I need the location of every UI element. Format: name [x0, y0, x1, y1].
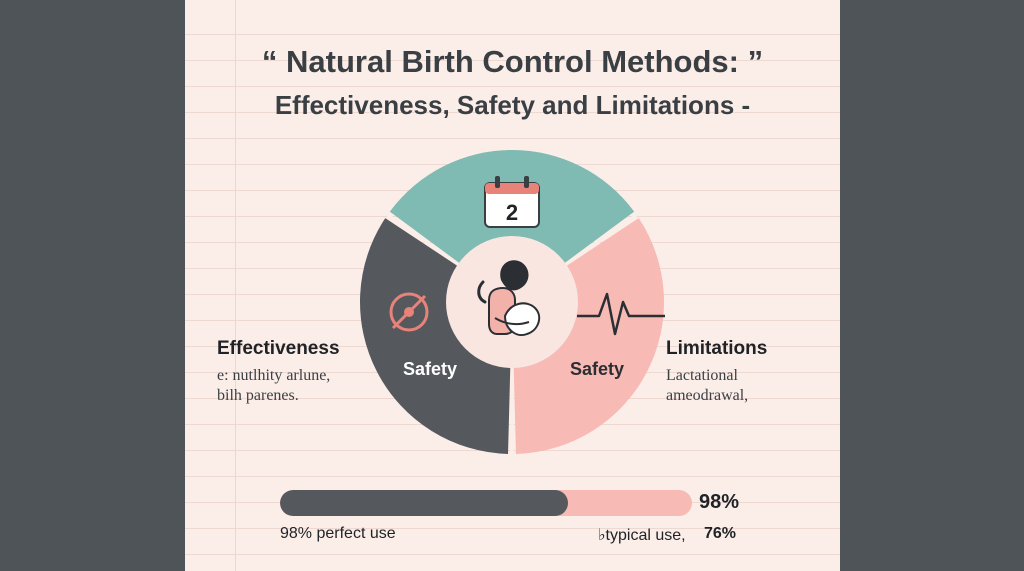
- effectiveness-bar: [280, 490, 692, 516]
- breastfeeding-mother-icon: [477, 260, 541, 336]
- typical-use-value: 76%: [704, 525, 737, 542]
- heartbeat-icon: [577, 292, 665, 336]
- right-heading: Limitations: [666, 338, 768, 359]
- segment-label-right: Safety: [570, 359, 624, 379]
- background-right: [840, 0, 1024, 571]
- left-text-line-1: e: nutlhity arlune,: [217, 367, 331, 384]
- bar-value-label: 98%: [699, 491, 740, 513]
- right-text-line-2: ameodrawal,: [666, 387, 749, 404]
- title-line-2: Effectiveness, Safety and Limitations -: [274, 90, 751, 120]
- left-heading: Effectiveness: [217, 338, 340, 359]
- effectiveness-bar-fill: [280, 490, 569, 516]
- method-wheel: 2 Safety Safety: [360, 150, 665, 454]
- right-text-line-1: Lactational: [666, 367, 738, 384]
- no-symbol-icon: [389, 292, 429, 332]
- typical-use-caption: ♭typical use,: [598, 527, 686, 544]
- perfect-use-caption: 98% perfect use: [280, 525, 396, 542]
- calendar-icon: 2: [484, 176, 540, 228]
- calendar-day: 2: [506, 200, 518, 225]
- title-line-1: “ Natural Birth Control Methods: ”: [261, 44, 764, 79]
- left-text-line-2: bilh parenes.: [217, 387, 299, 404]
- background-left: [0, 0, 185, 571]
- segment-label-left: Safety: [403, 359, 457, 379]
